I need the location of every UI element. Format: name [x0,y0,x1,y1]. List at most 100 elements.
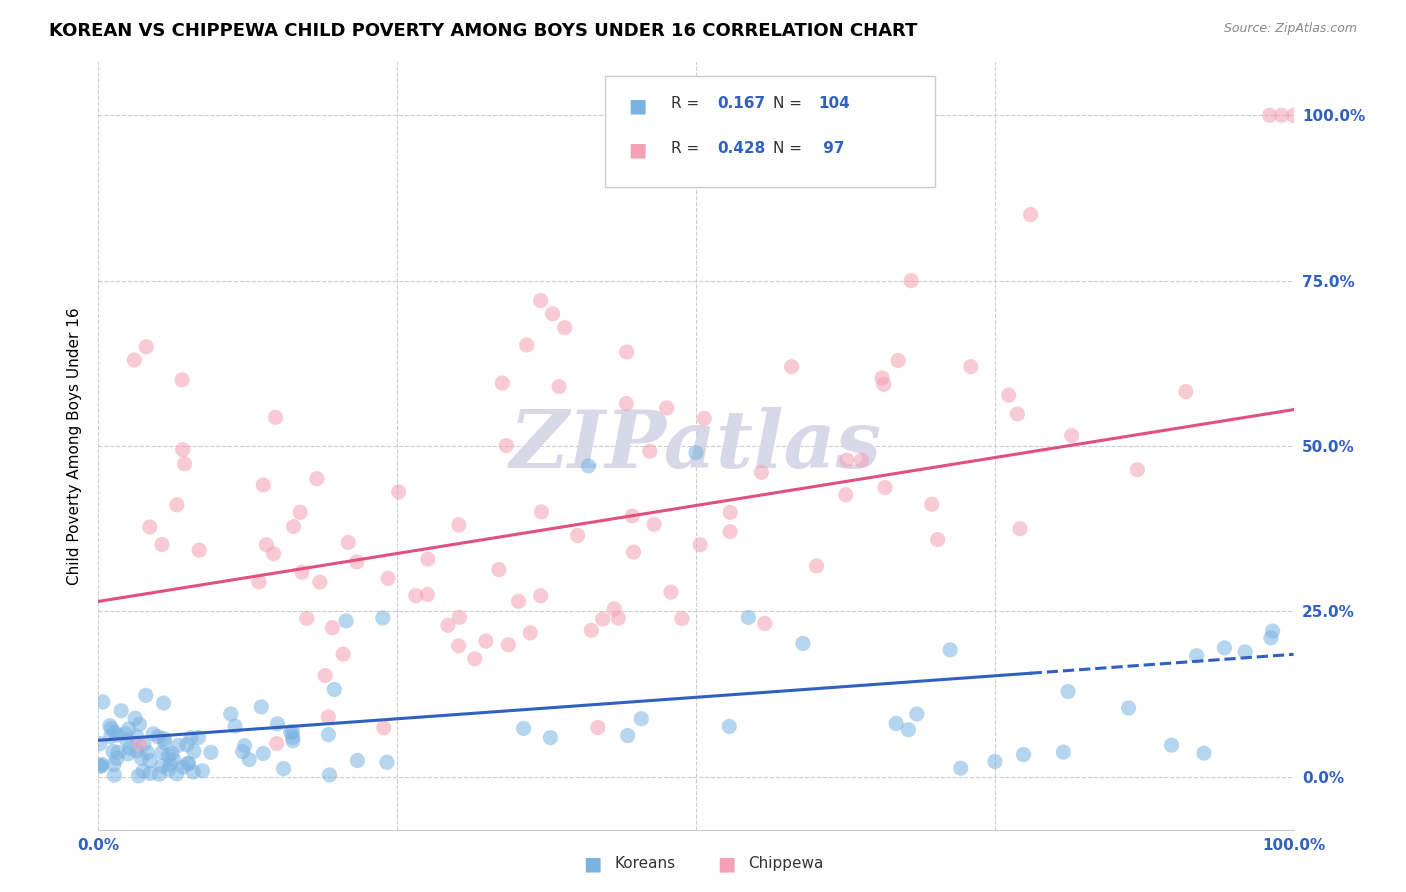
Point [643,517,665,532]
Point [346,754,368,768]
Point [1213,640,1236,655]
Point [516,338,538,352]
Point [163,753,186,767]
Point [554,320,576,334]
Point [128,717,150,731]
Text: ■: ■ [717,854,735,873]
Point [921,497,943,511]
Point [897,723,920,737]
Point [176,738,198,752]
Point [266,716,288,731]
Point [172,760,194,774]
Text: Chippewa: Chippewa [748,856,824,871]
Point [152,696,174,710]
Point [316,710,339,724]
Point [159,757,181,772]
Point [530,505,553,519]
Point [89,737,111,751]
Point [997,388,1019,402]
Point [100,722,122,736]
Point [1012,747,1035,762]
Point [685,445,707,459]
Point [103,757,125,772]
Point [884,716,907,731]
Point [655,401,678,415]
Point [183,744,205,758]
Point [335,614,357,628]
Point [105,751,128,765]
Point [603,602,626,616]
Point [337,535,360,549]
Text: 0.167: 0.167 [717,96,765,112]
Point [630,712,652,726]
Point [614,396,637,410]
Point [128,737,150,751]
Point [139,520,162,534]
Point [103,725,125,739]
Point [191,764,214,778]
Point [718,505,741,519]
Text: 97: 97 [818,141,845,156]
Point [115,733,138,747]
Point [346,555,368,569]
Point [91,695,114,709]
Point [238,753,260,767]
Point [835,453,858,467]
Point [806,558,828,573]
Point [512,722,534,736]
Point [266,737,288,751]
Point [142,727,165,741]
Point [873,377,896,392]
Point [541,307,564,321]
Point [416,587,439,601]
Point [118,741,141,756]
Point [150,537,173,551]
Point [616,729,638,743]
Text: Source: ZipAtlas.com: Source: ZipAtlas.com [1223,22,1357,36]
Point [780,359,803,374]
Point [405,589,427,603]
Point [89,759,111,773]
Point [960,359,983,374]
Point [530,589,553,603]
Point [1174,384,1197,399]
Point [150,759,173,773]
Point [751,466,773,480]
Point [1192,746,1215,760]
Point [110,704,132,718]
Point [176,756,198,771]
Point [1185,648,1208,663]
Point [254,538,277,552]
Point [1118,701,1140,715]
Point [498,638,520,652]
Point [1271,108,1294,122]
Point [792,636,814,650]
Point [309,575,332,590]
Point [124,353,146,368]
Point [125,744,148,758]
Point [160,747,183,761]
Point [252,747,274,761]
Text: 0.428: 0.428 [717,141,765,156]
Point [90,759,112,773]
Point [157,763,180,777]
Point [139,766,162,780]
Point [1019,208,1042,222]
Point [281,731,304,745]
Point [495,439,517,453]
Point [508,594,530,608]
Point [233,739,256,753]
Point [135,689,157,703]
Point [578,458,600,473]
Point [671,611,693,625]
Point [449,610,471,624]
Point [939,643,962,657]
Point [318,768,340,782]
Point [659,585,682,599]
Point [718,719,741,733]
Point [538,731,561,745]
Point [586,721,609,735]
Point [157,748,180,763]
Point [1007,407,1029,421]
Point [117,747,139,761]
